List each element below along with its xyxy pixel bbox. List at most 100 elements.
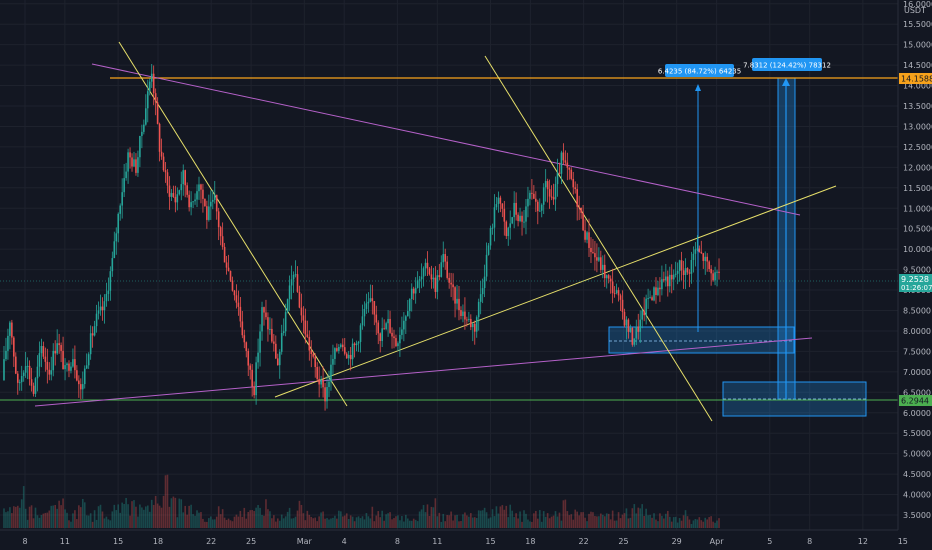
volume-bar: [276, 518, 279, 528]
volume-bar: [487, 518, 490, 528]
volume-bar: [127, 504, 129, 528]
volume-bar: [659, 513, 661, 528]
volume-bar: [113, 504, 116, 528]
volume-bar: [265, 499, 267, 528]
candle-body: [395, 338, 397, 347]
x-tick-label: 11: [60, 537, 70, 546]
candle-body: [519, 215, 521, 222]
uptrend-line[interactable]: [274, 185, 837, 398]
volume-bar: [275, 521, 277, 528]
volume-bar: [448, 515, 450, 528]
candle-body: [544, 181, 547, 188]
currency-label: USDT: [904, 6, 926, 15]
time-axis[interactable]: 8 11 15 18 22 25 Mar 4 8 11 15 18 22 25 29 Apr 5 8 12 15: [0, 529, 932, 550]
x-tick-label: 15: [898, 537, 908, 546]
volume-bar: [546, 513, 549, 528]
volume-bar: [625, 508, 628, 528]
candle-body: [288, 285, 291, 300]
candle-body: [399, 334, 401, 344]
measure-label-left[interactable]: 6.4235 (84.72%) 64235: [658, 64, 741, 77]
descending-resistance-trendline[interactable]: [91, 63, 801, 216]
x-tick-labels: 8 11 15 18 22 25 Mar 4 8 11 15 18 22 25 29 Apr 5 8 12 15: [22, 537, 907, 546]
candle-body: [586, 232, 588, 240]
volume-bar: [131, 501, 133, 528]
volume-bar: [416, 521, 419, 528]
volume-bar: [141, 507, 143, 528]
downtrend-line-2[interactable]: [484, 55, 713, 422]
volume-bar: [247, 511, 250, 528]
candle-body: [448, 277, 450, 283]
candle-body: [9, 322, 11, 336]
y-tick-label: 13.0000: [903, 122, 932, 131]
candle-body: [718, 271, 720, 273]
volume-bar: [286, 511, 289, 528]
candle-body: [304, 320, 307, 335]
candle-body: [129, 152, 131, 158]
y-tick-label: 11.5000: [903, 184, 932, 193]
volume-bar: [44, 512, 47, 528]
candle-body: [489, 228, 492, 246]
volume-bar: [328, 519, 330, 528]
volume-bar: [592, 512, 594, 528]
candle-body: [204, 198, 206, 207]
volume-bar: [493, 516, 496, 528]
candle-body: [401, 329, 403, 335]
volume-bar: [213, 519, 216, 528]
candle-body: [62, 350, 64, 370]
volume-bar: [519, 511, 521, 528]
candle-body: [105, 293, 108, 302]
candle-body: [554, 184, 557, 200]
volume-bar: [505, 505, 508, 528]
x-tick-label: 15: [485, 537, 495, 546]
candle-body: [468, 318, 470, 320]
volume-bar: [629, 517, 632, 528]
candle-body: [206, 206, 208, 220]
volume-bar: [509, 504, 512, 528]
volume-bar: [125, 497, 127, 528]
volume-bar: [495, 506, 498, 528]
volume-bar: [702, 521, 705, 528]
candle-body: [485, 254, 488, 277]
volume-bar: [444, 521, 447, 528]
volume-bar: [95, 519, 98, 528]
y-tick-label: 10.0000: [903, 245, 932, 254]
y-tick-label: 15.5000: [903, 20, 932, 29]
volume-bar: [623, 513, 626, 528]
candle-body: [600, 257, 602, 270]
volume-bar: [412, 518, 415, 528]
candle-body: [643, 310, 645, 316]
measure-arrowhead-right: [782, 78, 790, 86]
volume-bar: [318, 516, 320, 528]
candle-body: [663, 279, 665, 281]
measure-label-right[interactable]: 7.8312 (124.42%) 78312: [743, 58, 831, 71]
volume-bar: [40, 514, 43, 528]
volume-bar: [341, 516, 344, 528]
candle-body: [343, 347, 346, 354]
candle-body: [696, 248, 699, 250]
price-axis[interactable]: 3.5000 4.0000 4.5000 5.0000 5.5000 6.0000 6.50…: [897, 0, 932, 550]
ascending-support-trendline[interactable]: [34, 337, 813, 407]
candle-body: [162, 156, 165, 171]
volume-bar: [70, 521, 72, 528]
candle-body: [391, 332, 393, 337]
volume-bar: [688, 519, 691, 528]
volume-bar: [572, 519, 575, 528]
volume-bar: [89, 513, 92, 528]
candle-body: [11, 322, 13, 338]
volume-bar: [605, 513, 608, 528]
candle-body: [160, 151, 163, 157]
candle-body: [145, 108, 147, 125]
volume-bar: [365, 512, 368, 528]
candle-body: [68, 363, 70, 371]
volume-bar: [617, 512, 620, 528]
candle-body: [208, 206, 210, 220]
candle-body: [38, 353, 41, 367]
volume-bar: [657, 521, 659, 528]
volume-bar: [574, 509, 577, 528]
volume-bar: [30, 505, 33, 528]
candle-body: [578, 206, 580, 208]
x-tick-label: 12: [858, 537, 868, 546]
y-tick-label: 4.5000: [903, 470, 931, 479]
